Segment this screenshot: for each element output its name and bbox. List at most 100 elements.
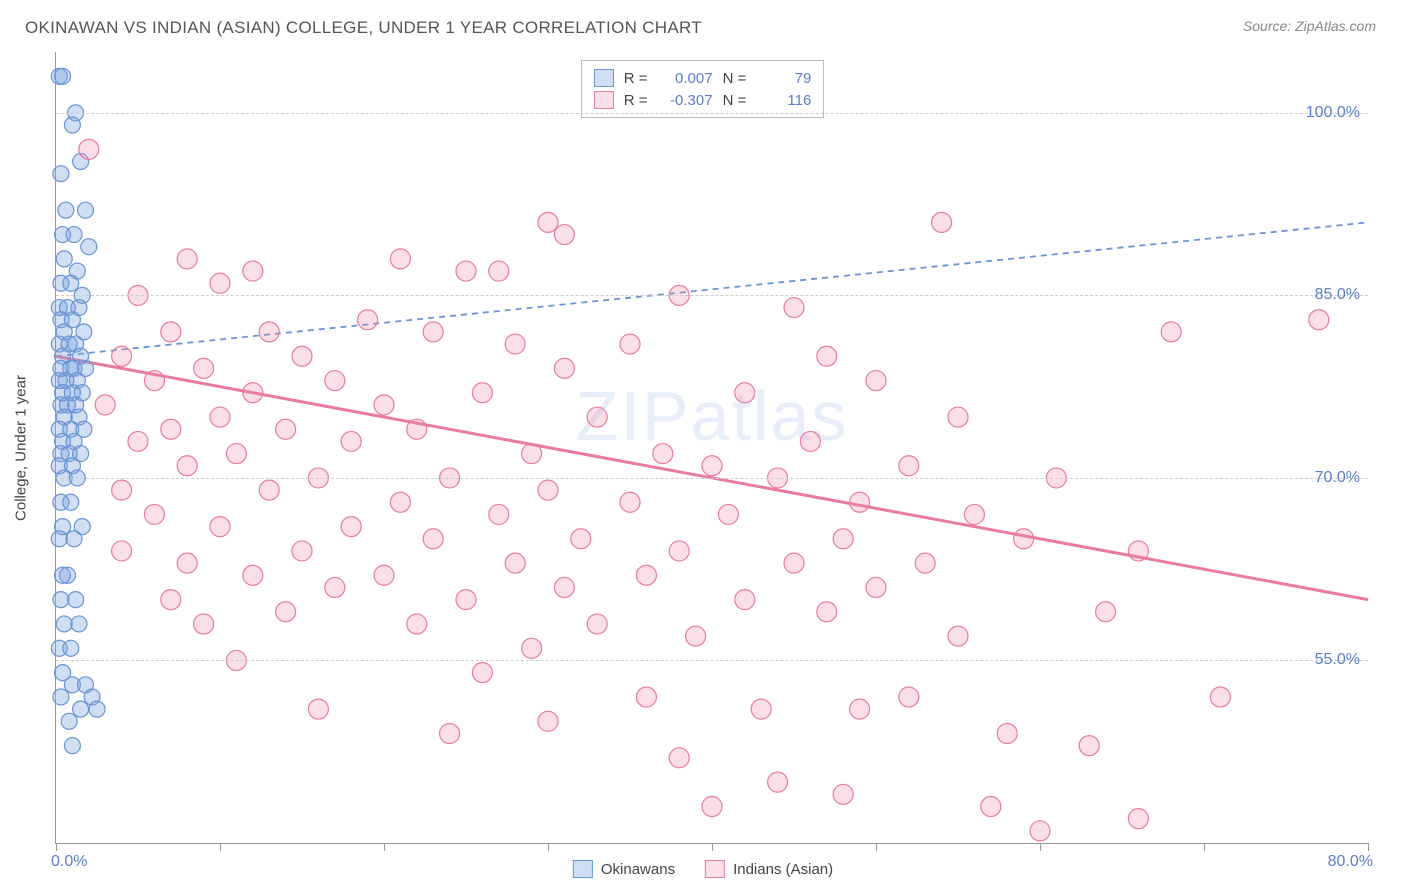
y-axis-title: College, Under 1 year	[13, 375, 30, 521]
x-tick	[548, 843, 549, 851]
data-point	[669, 748, 689, 768]
data-point	[64, 738, 80, 754]
data-point	[79, 139, 99, 159]
data-point	[751, 699, 771, 719]
x-axis-max-label: 80.0%	[1328, 853, 1373, 871]
data-point	[243, 565, 263, 585]
data-point	[292, 541, 312, 561]
data-point	[112, 541, 132, 561]
scatter-points	[56, 52, 1368, 843]
data-point	[587, 407, 607, 427]
data-point	[177, 456, 197, 476]
data-point	[112, 480, 132, 500]
gridline	[56, 113, 1368, 114]
legend-item-okinawan: Okinawans	[573, 860, 675, 878]
stats-legend: R = 0.007 N = 79 R = -0.307 N = 116	[581, 60, 825, 118]
data-point	[784, 553, 804, 573]
data-point	[308, 699, 328, 719]
data-point	[144, 371, 164, 391]
gridline	[56, 478, 1368, 479]
legend-label-okinawan: Okinawans	[601, 861, 675, 878]
swatch-pink	[594, 91, 614, 109]
data-point	[554, 225, 574, 245]
data-point	[144, 504, 164, 524]
r-value-indian: -0.307	[658, 92, 713, 109]
data-point	[915, 553, 935, 573]
data-point	[53, 166, 69, 182]
data-point	[1128, 541, 1148, 561]
n-value-indian: 116	[756, 92, 811, 109]
data-point	[964, 504, 984, 524]
data-point	[194, 358, 214, 378]
n-label: N =	[723, 70, 747, 87]
data-point	[1161, 322, 1181, 342]
n-value-okinawan: 79	[756, 70, 811, 87]
data-point	[71, 616, 87, 632]
data-point	[194, 614, 214, 634]
r-label: R =	[624, 92, 648, 109]
data-point	[669, 541, 689, 561]
data-point	[53, 689, 69, 705]
data-point	[718, 504, 738, 524]
data-point	[456, 590, 476, 610]
data-point	[768, 772, 788, 792]
data-point	[374, 565, 394, 585]
r-label: R =	[624, 70, 648, 87]
data-point	[702, 456, 722, 476]
x-tick	[1040, 843, 1041, 851]
data-point	[440, 723, 460, 743]
data-point	[210, 273, 230, 293]
data-point	[997, 723, 1017, 743]
stats-row-indian: R = -0.307 N = 116	[594, 89, 812, 111]
data-point	[735, 383, 755, 403]
data-point	[63, 494, 79, 510]
data-point	[390, 249, 410, 269]
data-point	[55, 68, 71, 84]
data-point	[61, 713, 77, 729]
data-point	[53, 592, 69, 608]
data-point	[784, 298, 804, 318]
x-tick	[876, 843, 877, 851]
data-point	[226, 444, 246, 464]
data-point	[850, 492, 870, 512]
data-point	[456, 261, 476, 281]
data-point	[325, 371, 345, 391]
data-point	[78, 202, 94, 218]
data-point	[489, 261, 509, 281]
data-point	[817, 602, 837, 622]
y-tick-label: 55.0%	[1315, 651, 1360, 669]
data-point	[128, 431, 148, 451]
data-point	[81, 239, 97, 255]
data-point	[620, 334, 640, 354]
data-point	[177, 249, 197, 269]
data-point	[64, 117, 80, 133]
data-point	[472, 383, 492, 403]
data-point	[407, 614, 427, 634]
data-point	[407, 419, 427, 439]
data-point	[73, 701, 89, 717]
data-point	[538, 212, 558, 232]
data-point	[341, 431, 361, 451]
data-point	[177, 553, 197, 573]
data-point	[56, 616, 72, 632]
data-point	[112, 346, 132, 366]
data-point	[866, 371, 886, 391]
plot-area: College, Under 1 year ZIPatlas R = 0.007…	[55, 52, 1368, 844]
data-point	[1079, 736, 1099, 756]
data-point	[259, 480, 279, 500]
data-point	[89, 701, 105, 717]
data-point	[522, 444, 542, 464]
swatch-blue-icon	[573, 860, 593, 878]
data-point	[423, 322, 443, 342]
swatch-pink-icon	[705, 860, 725, 878]
y-tick-label: 85.0%	[1315, 286, 1360, 304]
n-label: N =	[723, 92, 747, 109]
data-point	[522, 638, 542, 658]
y-tick-label: 70.0%	[1315, 469, 1360, 487]
data-point	[161, 590, 181, 610]
data-point	[243, 383, 263, 403]
data-point	[58, 202, 74, 218]
data-point	[66, 227, 82, 243]
x-axis-min-label: 0.0%	[51, 853, 87, 871]
data-point	[68, 592, 84, 608]
